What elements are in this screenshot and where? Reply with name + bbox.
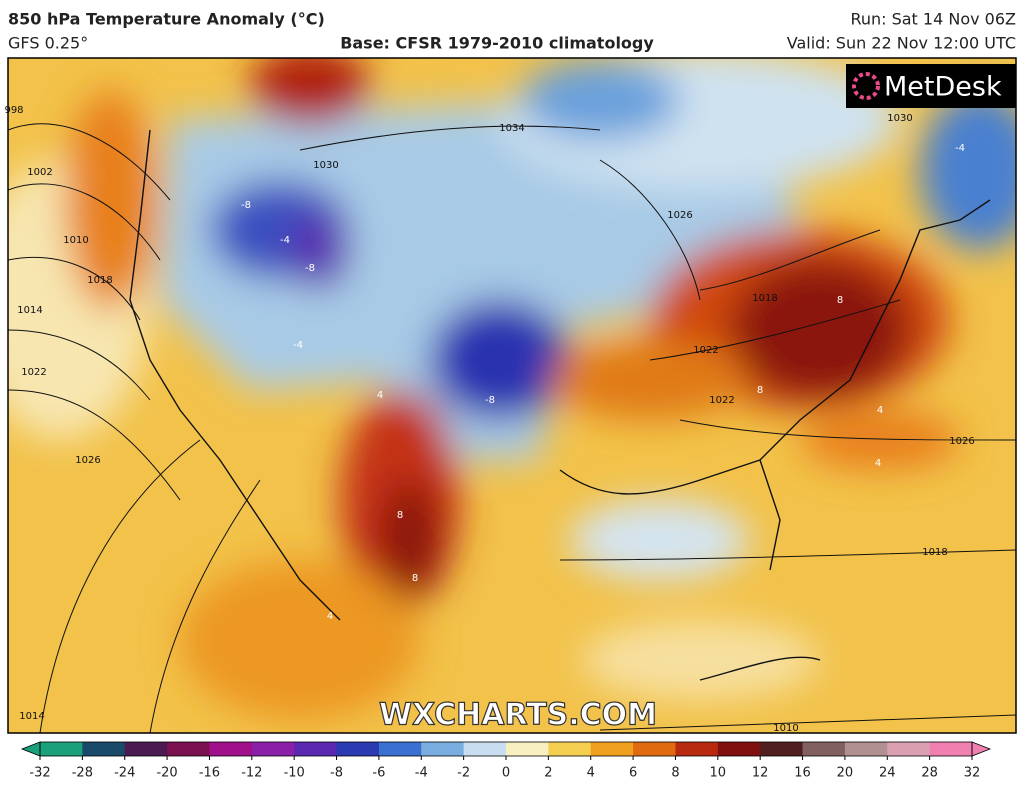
- colorbar-tick-label: -24: [114, 766, 135, 781]
- isobar-label: 1030: [887, 113, 912, 124]
- colorbar-tick-label: -8: [330, 766, 343, 781]
- isobar-label: 1010: [773, 723, 798, 734]
- colorbar-segment: [336, 742, 380, 756]
- model: GFS 0.25°: [8, 34, 88, 53]
- colorbar-extend-low: [20, 741, 41, 757]
- logo-box: [846, 64, 1016, 108]
- colorbar-tick-label: 24: [879, 766, 896, 781]
- colorbar: -32 -28 -24 -20 -16 -12 -10 -8 -6 -4 -2 0 2 4 6 8 10 12 16…: [20, 741, 992, 781]
- isobar-label: 1034: [499, 123, 524, 134]
- isobar-label: 1022: [693, 345, 718, 356]
- colorbar-segment: [124, 742, 168, 756]
- isobar-label: 1014: [19, 711, 44, 722]
- colorbar-tick-label: -16: [199, 766, 220, 781]
- map-labels: 998 1002 1010 1018 1014 1022 1026 1034 1030 1030 1…: [4, 105, 974, 734]
- colorbar-tick-label: 4: [587, 766, 595, 781]
- isobars: [8, 123, 1016, 733]
- colorbar-segment: [463, 742, 507, 756]
- colorbar-tick-label: -10: [284, 766, 305, 781]
- anomaly-label: 8: [837, 295, 843, 306]
- colorbar-segment: [294, 742, 338, 756]
- anomaly-label: -8: [241, 200, 251, 211]
- anomaly-label: 4: [875, 458, 881, 469]
- colorbar-tick-label: 28: [921, 766, 938, 781]
- colorbar-tick-label: -12: [241, 766, 262, 781]
- colorbar-segment: [887, 742, 931, 756]
- isobar-label: 1018: [87, 275, 112, 286]
- logo: MetDesk: [884, 72, 1002, 103]
- colorbar-segment: [675, 742, 719, 756]
- colorbar-tick-label: 10: [710, 766, 727, 781]
- title: 850 hPa Temperature Anomaly (°C): [8, 10, 325, 29]
- colorbar-segment: [844, 742, 888, 756]
- map-border: [7, 57, 1017, 734]
- anomaly-label: -8: [485, 395, 495, 406]
- isobar-label: 998: [4, 105, 23, 116]
- watermark: WXCHARTS.COM: [379, 698, 657, 733]
- colorbar-segment: [590, 742, 634, 756]
- colorbar-segment: [760, 742, 804, 756]
- map: MetDesk WXCHARTS.COM: [8, 58, 1016, 733]
- anomaly-label: -4: [280, 235, 290, 246]
- anomaly-label: -8: [305, 263, 315, 274]
- colorbar-segment: [251, 742, 295, 756]
- isobar-label: 1030: [313, 160, 338, 171]
- anomaly-label: -4: [955, 143, 965, 154]
- coastline: [129, 129, 991, 681]
- colorbar-tick-label: -6: [372, 766, 385, 781]
- isobar-label: 1022: [709, 395, 734, 406]
- colorbar-tick-label: -28: [72, 766, 93, 781]
- colorbar-segment: [929, 742, 973, 756]
- isobar-label: 1026: [667, 210, 692, 221]
- anomaly-label: 4: [877, 405, 883, 416]
- isobar-label: 1022: [21, 367, 46, 378]
- anomaly-label: -4: [293, 340, 303, 351]
- colorbar-tick-label: -20: [156, 766, 177, 781]
- isobar-label: 1010: [63, 235, 88, 246]
- colorbar-tick-label: -2: [457, 766, 470, 781]
- colorbar-tick-label: 2: [544, 766, 552, 781]
- colorbar-tick-label: -32: [29, 766, 50, 781]
- anomaly-label: 4: [377, 390, 383, 401]
- colorbar-segment: [421, 742, 465, 756]
- anomaly-field: [8, 58, 1016, 720]
- anomaly-label: 8: [412, 573, 418, 584]
- colorbar-tick-label: 12: [752, 766, 769, 781]
- colorbar-tick-label: 16: [794, 766, 811, 781]
- colorbar-segment: [40, 742, 83, 756]
- base: Base: CFSR 1979-2010 climatology: [340, 34, 654, 53]
- anomaly-label: 8: [757, 385, 763, 396]
- isobar-label: 1002: [27, 167, 52, 178]
- valid: Valid: Sun 22 Nov 12:00 UTC: [787, 34, 1016, 53]
- colorbar-segment: [506, 742, 549, 756]
- colorbar-tick-label: 32: [964, 766, 981, 781]
- colorbar-segment: [209, 742, 253, 756]
- logo-icon: [852, 72, 880, 100]
- colorbar-tick-label: -4: [415, 766, 428, 781]
- run: Run: Sat 14 Nov 06Z: [850, 10, 1016, 29]
- colorbar-segment: [717, 742, 761, 756]
- colorbar-segment: [802, 742, 846, 756]
- isobar-label: 1026: [75, 455, 100, 466]
- isobar-label: 1026: [949, 436, 974, 447]
- colorbar-segment: [167, 742, 210, 756]
- colorbar-segment: [378, 742, 422, 756]
- isobar-label: 1014: [17, 305, 42, 316]
- colorbar-tick-label: 6: [629, 766, 637, 781]
- colorbar-tick-label: 20: [837, 766, 854, 781]
- colorbar-tick-label: 0: [502, 766, 510, 781]
- colorbar-segment: [633, 742, 676, 756]
- anomaly-label: 4: [327, 611, 333, 622]
- isobar-label: 1018: [752, 293, 777, 304]
- isobar-label: 1018: [922, 547, 947, 558]
- colorbar-segment: [548, 742, 592, 756]
- colorbar-segment: [82, 742, 126, 756]
- colorbar-tick-label: 8: [671, 766, 679, 781]
- anomaly-label: 8: [397, 510, 403, 521]
- colorbar-extend-high: [971, 741, 992, 757]
